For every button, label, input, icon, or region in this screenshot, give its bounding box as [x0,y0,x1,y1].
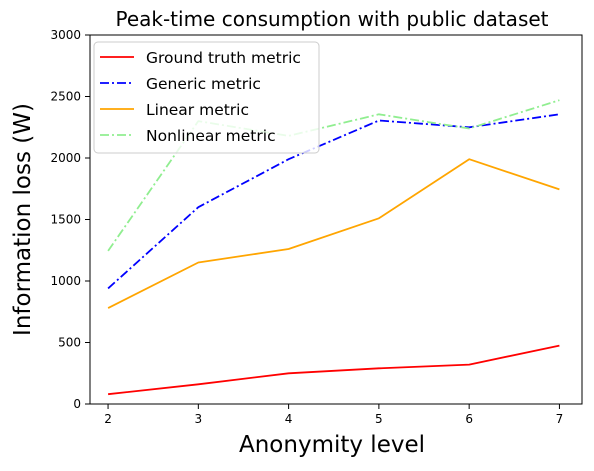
legend-label: Nonlinear metric [146,127,276,145]
legend-label: Ground truth metric [146,49,301,67]
x-axis: 2 3 4 5 6 7 [104,404,563,426]
y-axis: 0 500 1000 1500 2000 2500 3000 [50,28,90,411]
x-tick-label: 2 [104,412,112,426]
chart-title: Peak-time consumption with public datase… [115,7,548,31]
y-tick-label: 0 [73,397,81,411]
legend-box [93,41,320,154]
y-axis-label: Information loss (W) [10,103,36,336]
x-tick-label: 3 [195,412,203,426]
y-tick-label: 1500 [50,213,81,227]
y-tick-label: 3000 [50,28,81,42]
series-line-3 [107,158,560,309]
series-line-2 [107,113,560,290]
y-tick-label: 500 [58,336,81,350]
legend: Ground truth metric Generic metric Linear … [93,41,320,154]
y-tick-label: 2000 [50,151,81,165]
x-tick-label: 7 [556,412,564,426]
series-line-1 [108,344,560,396]
legend-label: Generic metric [146,75,261,93]
x-axis-label: Anonymity level [239,432,425,458]
x-tick-label: 6 [465,412,473,426]
x-tick-label: 5 [375,412,383,426]
x-tick-label: 4 [285,412,293,426]
y-tick-label: 2500 [50,90,81,104]
y-tick-label: 1000 [50,274,81,288]
legend-label: Linear metric [146,101,249,119]
